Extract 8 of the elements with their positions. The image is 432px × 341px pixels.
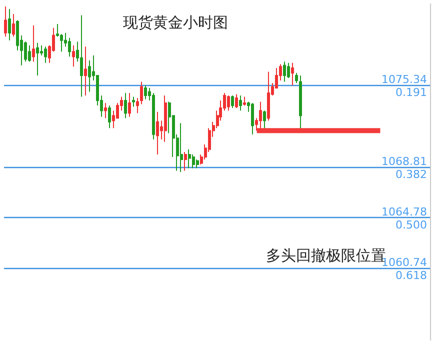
text: 现货黄金小时图	[123, 14, 228, 32]
y2-tick-label: 0.191	[396, 86, 427, 99]
y-tick-label: 1075.34	[382, 72, 427, 86]
y-tick-label: 1068.81	[382, 154, 427, 168]
y2-tick-label: 0.618	[396, 269, 427, 282]
y2-tick-label: 0.382	[396, 168, 427, 181]
y-tick-label: 1064.78	[382, 205, 427, 218]
y2-tick-label: 0.500	[396, 218, 427, 232]
